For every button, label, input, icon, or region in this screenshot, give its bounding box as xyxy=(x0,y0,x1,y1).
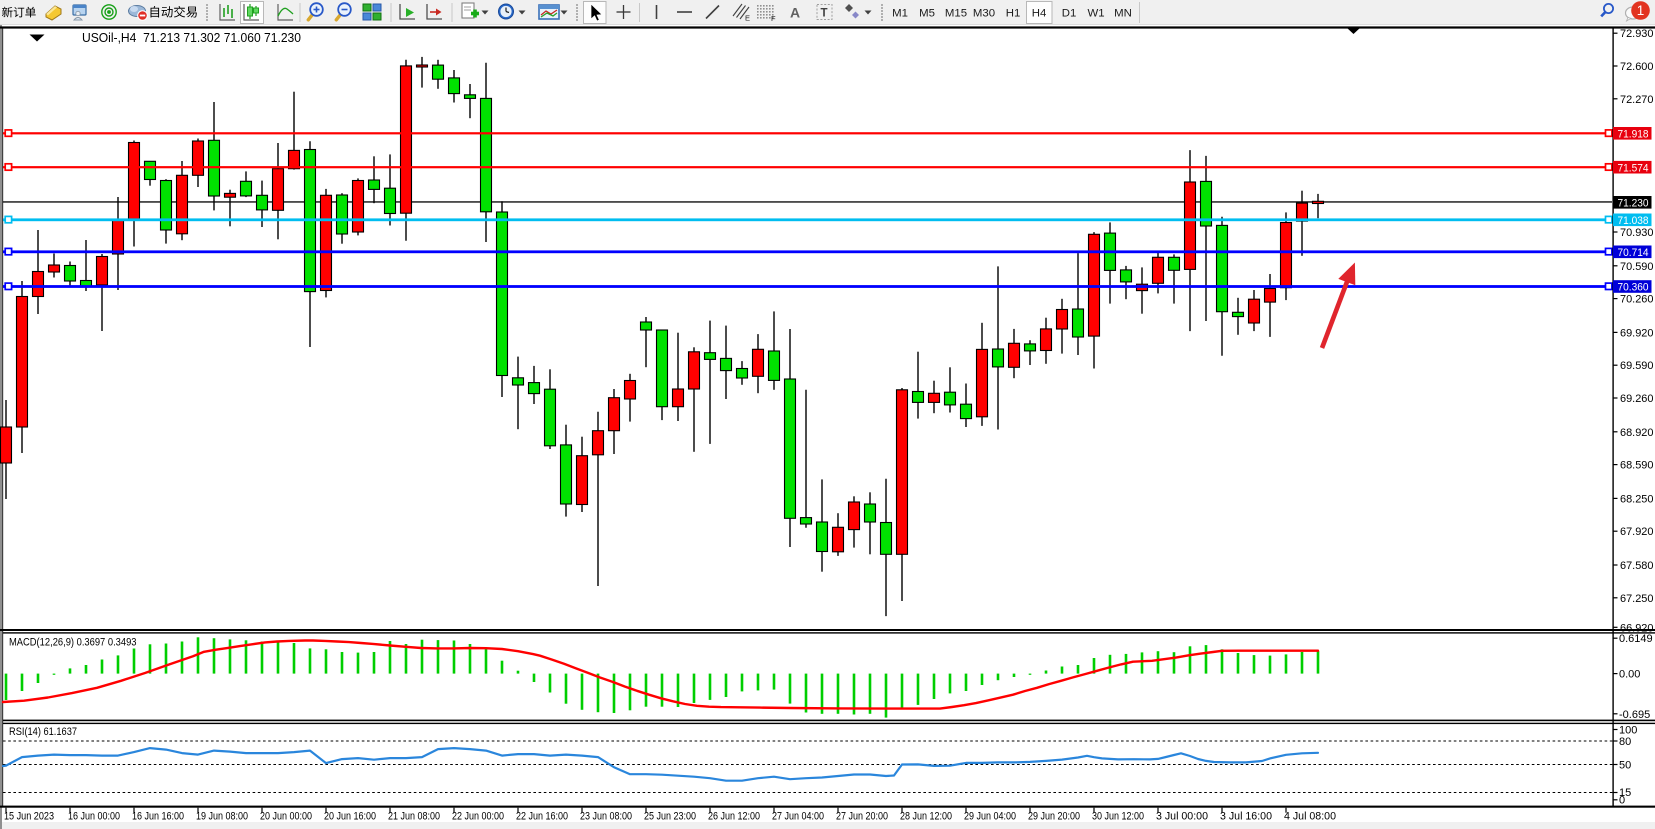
svg-text:70.260: 70.260 xyxy=(1620,294,1654,306)
svg-text:67.580: 67.580 xyxy=(1620,560,1654,572)
svg-text:T: T xyxy=(821,8,828,20)
svg-text:67.250: 67.250 xyxy=(1620,593,1654,605)
svg-text:3 Jul 00:00: 3 Jul 00:00 xyxy=(1156,811,1208,823)
svg-text:72.600: 72.600 xyxy=(1620,61,1654,73)
svg-text:-0.695: -0.695 xyxy=(1619,709,1650,721)
svg-text:22 Jun 00:00: 22 Jun 00:00 xyxy=(452,811,504,823)
svg-text:27 Jun 20:00: 27 Jun 20:00 xyxy=(836,811,888,823)
svg-text:3 Jul 16:00: 3 Jul 16:00 xyxy=(1220,811,1272,823)
svg-text:72.930: 72.930 xyxy=(1620,28,1654,40)
svg-text:100: 100 xyxy=(1619,725,1637,737)
svg-text:80: 80 xyxy=(1619,736,1631,748)
svg-text:27 Jun 04:00: 27 Jun 04:00 xyxy=(772,811,824,823)
svg-text:15 Jun 2023: 15 Jun 2023 xyxy=(4,811,54,823)
svg-text:72.270: 72.270 xyxy=(1620,94,1654,106)
svg-text:69.920: 69.920 xyxy=(1620,327,1654,339)
svg-text:15: 15 xyxy=(1619,787,1631,799)
svg-text:0: 0 xyxy=(1619,795,1625,807)
svg-text:4 Jul 08:00: 4 Jul 08:00 xyxy=(1284,811,1336,823)
svg-text:68.250: 68.250 xyxy=(1620,493,1654,505)
svg-text:M1: M1 xyxy=(892,7,908,19)
svg-text:0.00: 0.00 xyxy=(1619,669,1640,681)
svg-text:30 Jun 12:00: 30 Jun 12:00 xyxy=(1092,811,1144,823)
svg-text:RSI(14) 61.1637: RSI(14) 61.1637 xyxy=(9,726,77,738)
svg-text:H1: H1 xyxy=(1006,7,1021,19)
svg-text:A: A xyxy=(790,5,800,21)
svg-text:21 Jun 08:00: 21 Jun 08:00 xyxy=(388,811,440,823)
svg-text:67.920: 67.920 xyxy=(1620,526,1654,538)
svg-text:70.360: 70.360 xyxy=(1618,282,1649,294)
svg-text:29 Jun 20:00: 29 Jun 20:00 xyxy=(1028,811,1080,823)
svg-text:70.714: 70.714 xyxy=(1618,247,1649,259)
svg-text:H4: H4 xyxy=(1032,7,1047,19)
svg-text:50: 50 xyxy=(1619,760,1631,772)
svg-text:1: 1 xyxy=(1637,3,1645,18)
svg-text:23 Jun 08:00: 23 Jun 08:00 xyxy=(580,811,632,823)
svg-text:70.930: 70.930 xyxy=(1620,227,1654,239)
svg-text:29 Jun 04:00: 29 Jun 04:00 xyxy=(964,811,1016,823)
svg-text:M15: M15 xyxy=(945,7,967,19)
svg-text:E: E xyxy=(745,14,750,23)
svg-text:28 Jun 12:00: 28 Jun 12:00 xyxy=(900,811,952,823)
svg-text:22 Jun 16:00: 22 Jun 16:00 xyxy=(516,811,568,823)
svg-text:70.590: 70.590 xyxy=(1620,261,1654,273)
svg-text:69.590: 69.590 xyxy=(1620,360,1654,372)
svg-text:16 Jun 16:00: 16 Jun 16:00 xyxy=(132,811,184,823)
svg-text:68.920: 68.920 xyxy=(1620,427,1654,439)
svg-text:F: F xyxy=(771,14,776,23)
svg-text:MN: MN xyxy=(1114,7,1132,19)
svg-text:66.920: 66.920 xyxy=(1620,622,1654,634)
svg-text:MACD(12,26,9) 0.3697 0.3493: MACD(12,26,9) 0.3697 0.3493 xyxy=(9,637,137,649)
svg-text:0.6149: 0.6149 xyxy=(1619,633,1653,645)
svg-text:D1: D1 xyxy=(1062,7,1077,19)
svg-text:16 Jun 00:00: 16 Jun 00:00 xyxy=(68,811,120,823)
svg-text:71.230: 71.230 xyxy=(1618,198,1649,210)
svg-text:20 Jun 00:00: 20 Jun 00:00 xyxy=(260,811,312,823)
svg-text:USOil-,H4 71.213 71.302 71.06: USOil-,H4 71.213 71.302 71.060 71.230 xyxy=(82,31,301,45)
svg-text:71.918: 71.918 xyxy=(1618,129,1649,141)
svg-text:71.574: 71.574 xyxy=(1618,162,1649,174)
svg-text:M5: M5 xyxy=(919,7,935,19)
svg-text:68.590: 68.590 xyxy=(1620,460,1654,472)
svg-text:19 Jun 08:00: 19 Jun 08:00 xyxy=(196,811,248,823)
svg-text:W1: W1 xyxy=(1087,7,1104,19)
svg-text:26 Jun 12:00: 26 Jun 12:00 xyxy=(708,811,760,823)
svg-text:20 Jun 16:00: 20 Jun 16:00 xyxy=(324,811,376,823)
svg-text:71.038: 71.038 xyxy=(1618,215,1649,227)
svg-text:M30: M30 xyxy=(973,7,995,19)
svg-text:69.260: 69.260 xyxy=(1620,393,1654,405)
svg-text:25 Jun 23:00: 25 Jun 23:00 xyxy=(644,811,696,823)
